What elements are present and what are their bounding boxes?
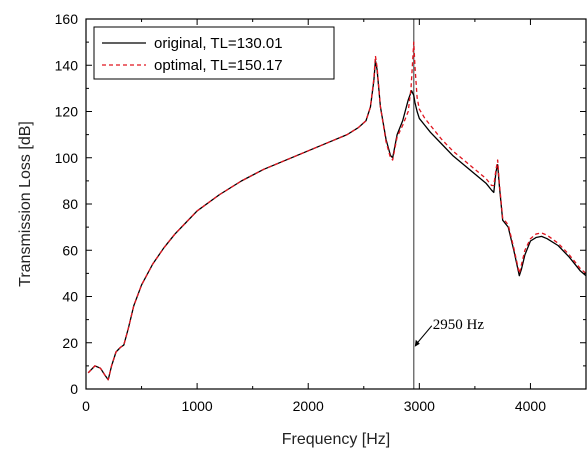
- annotation-arrow-line: [415, 325, 433, 346]
- series-layer: [87, 19, 586, 389]
- y-tick-label: 80: [62, 196, 78, 212]
- x-tick-label: 2000: [293, 398, 324, 414]
- x-axis-title: Frequency [Hz]: [282, 431, 390, 448]
- y-tick-label: 20: [62, 335, 78, 351]
- x-tick-label: 4000: [515, 398, 546, 414]
- y-tick-label: 160: [55, 11, 79, 27]
- legend: original, TL=130.01 optimal, TL=150.17: [93, 26, 335, 80]
- y-tick-label: 100: [55, 150, 79, 166]
- annotation-label: 2950 Hz: [433, 317, 485, 333]
- annotation-layer: 2950 Hz: [414, 317, 485, 347]
- x-tick-label: 0: [82, 398, 90, 414]
- x-tick-label: 3000: [404, 398, 435, 414]
- y-tick-label: 120: [55, 104, 79, 120]
- annotation-arrow-head: [414, 339, 420, 347]
- y-tick-label: 140: [55, 57, 79, 73]
- axes-layer: 0 1000 2000 3000 4000 0 20 40 60 80 100 120 140 160 Fr…: [17, 11, 587, 448]
- legend-label-optimal: optimal, TL=150.17: [154, 57, 283, 74]
- y-axis-title: Transmission Loss [dB]: [17, 121, 34, 287]
- series-line-original: [87, 59, 586, 381]
- legend-label-original: original, TL=130.01: [154, 35, 283, 52]
- x-tick-label: 1000: [182, 398, 213, 414]
- y-tick-label: 60: [62, 242, 78, 258]
- series-line-optimal: [87, 41, 586, 381]
- y-tick-label: 40: [62, 289, 78, 305]
- y-tick-label: 0: [70, 381, 78, 397]
- legend-box: [93, 26, 335, 80]
